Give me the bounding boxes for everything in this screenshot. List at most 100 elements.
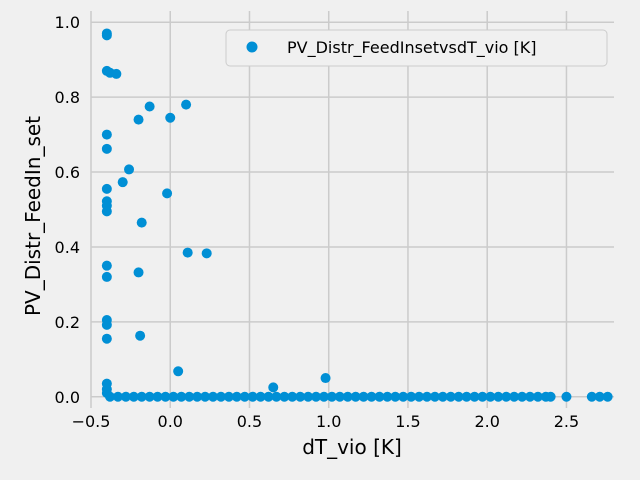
data-point [101,183,112,194]
data-point [101,143,112,154]
data-point [160,391,171,402]
data-point [279,391,290,402]
data-point [101,333,112,344]
x-tick-label: 0.5 [237,412,262,431]
data-point [133,267,144,278]
y-tick-label: 0.6 [55,163,80,182]
data-point [173,366,184,377]
data-point [271,391,282,402]
data-point [181,99,192,110]
y-tick-label: 1.0 [55,13,80,32]
data-point [152,391,163,402]
data-point [200,391,211,402]
plot-area [91,11,614,408]
data-point [101,129,112,140]
data-point [165,112,176,123]
data-point [208,391,219,402]
y-tick-labels: 0.0 0.2 0.4 0.6 0.8 1.0 [55,13,80,407]
data-point [287,391,298,402]
data-point [342,391,353,402]
data-point [509,391,520,402]
data-point [477,391,488,402]
data-point [111,68,122,79]
x-tick-label: 1.0 [316,412,341,431]
data-point [318,391,329,402]
data-point [184,391,195,402]
data-point [320,373,331,384]
data-point [133,114,144,125]
x-axis-label: dT_vio [K] [302,435,402,459]
data-point [168,391,179,402]
data-point [326,391,337,402]
y-tick-label: 0.8 [55,88,80,107]
data-point [263,391,274,402]
data-point [144,391,155,402]
data-point [117,177,128,188]
data-point [144,101,155,112]
legend-marker [246,41,258,53]
data-point [594,391,605,402]
data-point [136,217,147,228]
data-point [201,248,212,259]
data-point [532,391,543,402]
data-point [545,391,556,402]
data-point [182,247,193,258]
data-point [303,391,314,402]
data-point [295,391,306,402]
data-point [135,330,146,341]
data-point [101,30,112,41]
data-point [453,391,464,402]
data-point [501,391,512,402]
data-point [247,391,258,402]
data-point [517,391,528,402]
x-tick-labels: −0.5 0.0 0.5 1.0 1.5 2.0 2.5 [72,412,580,431]
data-point [602,391,613,402]
data-point [390,391,401,402]
legend: PV_Distr_FeedInsetvsdT_vio [K] [225,29,608,67]
data-point [162,188,173,199]
data-point [358,391,369,402]
data-point [101,271,112,282]
data-point [136,391,147,402]
data-point [268,382,279,393]
data-point [429,391,440,402]
data-point [112,391,123,402]
x-tick-label: 0.0 [158,412,183,431]
legend-box [225,29,608,67]
y-tick-label: 0.0 [55,388,80,407]
data-point [469,391,480,402]
data-point [586,391,597,402]
data-point [311,391,322,402]
data-point [421,391,432,402]
data-point [101,319,112,330]
x-tick-label: 2.5 [554,412,579,431]
data-point [334,391,345,402]
data-point [223,391,234,402]
data-point [176,391,187,402]
y-tick-label: 0.4 [55,238,80,257]
data-point [525,391,536,402]
legend-label: PV_Distr_FeedInsetvsdT_vio [K] [287,38,537,58]
data-point [382,391,393,402]
data-point [239,391,250,402]
data-point [101,260,112,271]
data-point [128,391,139,402]
y-tick-label: 0.2 [55,313,80,332]
x-tick-label: −0.5 [72,412,111,431]
data-point [255,391,266,402]
x-tick-label: 1.5 [395,412,420,431]
data-point [374,391,385,402]
data-point [192,391,203,402]
data-point [414,391,425,402]
data-point [461,391,472,402]
data-point [437,391,448,402]
data-point [485,391,496,402]
data-point [406,391,417,402]
data-point [231,391,242,402]
x-tick-label: 2.0 [474,412,499,431]
data-point [398,391,409,402]
data-point [120,391,131,402]
data-point [493,391,504,402]
data-point [105,391,116,402]
